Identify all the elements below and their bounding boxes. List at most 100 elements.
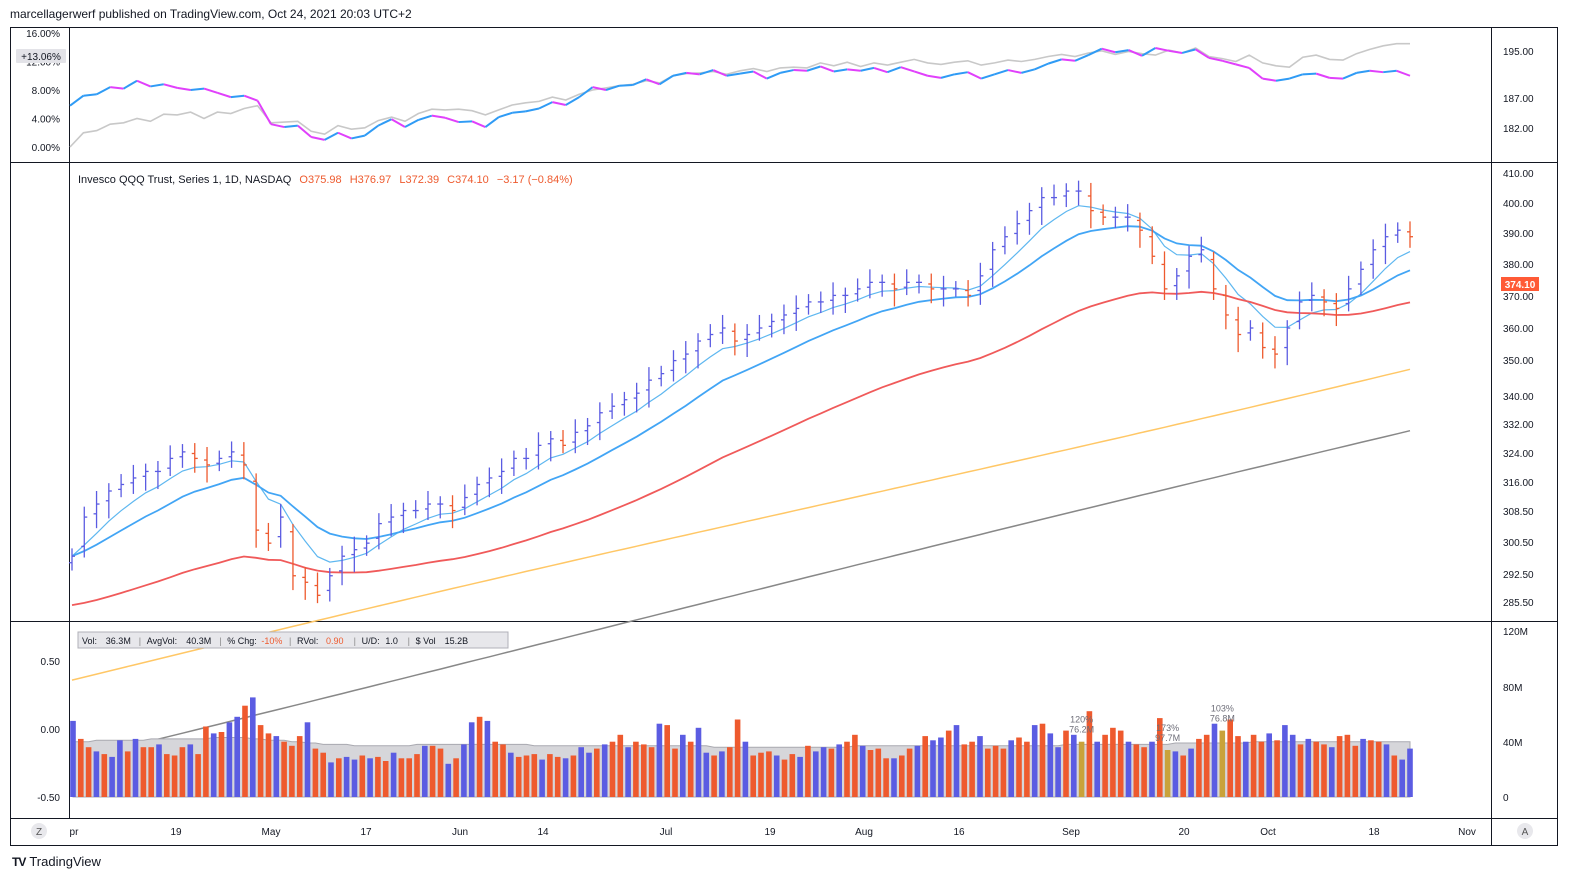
price-tick-label: 316.00 bbox=[1503, 478, 1534, 489]
volume-bar bbox=[1133, 744, 1140, 797]
scale-left-button[interactable]: Z bbox=[31, 823, 47, 839]
volume-left-tick: -0.50 bbox=[37, 793, 60, 804]
rs-line-segment bbox=[123, 79, 138, 90]
volume-bar bbox=[1258, 741, 1265, 797]
volume-pane[interactable]: Vol: 36.3M | AvgVol: 40.3M | % Chg: -10% | RVol: 0… bbox=[37, 627, 1528, 804]
rs-right-axis: 195.00 187.00 182.00 bbox=[1503, 47, 1534, 135]
legend-high: H376.97 bbox=[350, 174, 392, 186]
volume-bar bbox=[930, 740, 936, 797]
rs-line-segment bbox=[565, 96, 580, 106]
ohlc-bar bbox=[498, 458, 505, 494]
volume-bars bbox=[70, 697, 1413, 798]
rs-line-segment bbox=[471, 120, 486, 128]
rs-line-segment bbox=[217, 91, 232, 99]
volume-bar bbox=[625, 747, 631, 797]
volume-right-tick: 40M bbox=[1503, 738, 1522, 749]
rs-line-segment bbox=[270, 123, 285, 129]
volume-bar bbox=[429, 745, 436, 797]
volume-bar bbox=[382, 761, 389, 797]
volume-bar bbox=[1071, 734, 1077, 798]
volume-legend-label: Vol: bbox=[82, 636, 97, 646]
rs-line-segment bbox=[1302, 72, 1317, 76]
ohlc-bar bbox=[326, 567, 333, 602]
ohlc-bar bbox=[768, 313, 775, 338]
ohlc-bar bbox=[1087, 182, 1094, 229]
ohlc-bar bbox=[118, 474, 125, 498]
rs-line-segment bbox=[391, 118, 406, 128]
ohlc-bar bbox=[842, 287, 849, 314]
rs-line-segment bbox=[1087, 47, 1103, 56]
volume-bar bbox=[492, 741, 498, 797]
volume-bar bbox=[547, 754, 553, 797]
volume-bar bbox=[687, 741, 694, 797]
highlight-pct-label: 120% bbox=[1070, 715, 1093, 725]
volume-bar bbox=[1188, 748, 1194, 797]
ohlc-bar bbox=[388, 504, 395, 537]
volume-bar bbox=[773, 755, 780, 797]
ohlc-bar bbox=[1394, 222, 1401, 243]
legend-open: O375.98 bbox=[299, 174, 341, 186]
rs-line-segment bbox=[203, 87, 218, 94]
rs-line-segment bbox=[672, 71, 687, 77]
ohlc-bar bbox=[1357, 261, 1364, 296]
price-tick-label: 400.00 bbox=[1503, 199, 1534, 210]
rs-badge-text: +13.06% bbox=[21, 52, 61, 63]
rs-line-segment bbox=[927, 74, 942, 79]
volume-bar bbox=[85, 747, 92, 797]
ohlc-bar bbox=[105, 483, 112, 519]
volume-bar bbox=[633, 741, 639, 797]
volume-bar bbox=[1086, 711, 1093, 797]
volume-bar bbox=[390, 752, 397, 797]
price-tick-label: 410.00 bbox=[1503, 169, 1534, 180]
sma150-line bbox=[71, 368, 1411, 681]
volume-bar bbox=[711, 755, 717, 797]
rs-line-segment bbox=[980, 73, 995, 80]
volume-bar bbox=[836, 744, 842, 797]
rs-line-segment bbox=[337, 131, 352, 140]
time-axis: pr 19 May 17 Jun 14 Jul 19 Aug 16 Sep 20 Oct 18 Nov bbox=[70, 827, 1476, 838]
volume-right-tick: 80M bbox=[1503, 683, 1522, 694]
volume-left-tick: 0.00 bbox=[41, 725, 61, 736]
rs-line-segment bbox=[418, 114, 433, 121]
ohlc-bar bbox=[1370, 239, 1377, 279]
time-axis-label: 19 bbox=[764, 827, 776, 838]
ohlc-bar bbox=[302, 566, 309, 600]
volume-bar bbox=[234, 716, 240, 797]
rs-line-segment bbox=[525, 107, 540, 113]
legend-low: L372.39 bbox=[399, 174, 439, 186]
ohlc-bar bbox=[191, 443, 198, 473]
volume-bar bbox=[680, 734, 686, 798]
scale-right-button[interactable]: A bbox=[1517, 823, 1533, 839]
price-pane[interactable]: Invesco QQQ Trust, Series 1, 1D, NASDAQ … bbox=[69, 169, 1539, 762]
rs-line-segment bbox=[1208, 56, 1223, 62]
rs-line-segment bbox=[592, 86, 607, 91]
rs-tick-label: 0.00% bbox=[32, 143, 60, 154]
volume-legend-label: RVol: bbox=[297, 636, 318, 646]
ohlc-bar bbox=[154, 461, 161, 490]
brand-name: TradingView bbox=[29, 854, 101, 869]
rs-line-segment bbox=[605, 84, 620, 91]
volume-bar bbox=[938, 737, 944, 797]
price-tick-label: 332.00 bbox=[1503, 420, 1534, 431]
volume-bar bbox=[1305, 738, 1312, 797]
volume-bar bbox=[899, 755, 905, 797]
volume-bar bbox=[820, 747, 827, 797]
time-axis-label: Aug bbox=[855, 827, 873, 838]
volume-bar bbox=[1047, 733, 1054, 797]
ohlc-bar bbox=[1112, 206, 1119, 229]
rs-tick-label: 4.00% bbox=[32, 115, 60, 126]
highlight-vol-label: 76.2M bbox=[1069, 725, 1094, 735]
ohlc-bar bbox=[461, 484, 468, 516]
rs-line-segment bbox=[96, 86, 111, 96]
volume-bar bbox=[328, 762, 334, 797]
volume-bar bbox=[1063, 730, 1069, 797]
rs-line-segment bbox=[779, 69, 794, 74]
scale-left-text: Z bbox=[36, 827, 42, 838]
volume-bar bbox=[750, 755, 756, 797]
volume-bar bbox=[578, 747, 584, 797]
rs-line-segment bbox=[444, 116, 459, 124]
rs-line-segment bbox=[552, 101, 567, 106]
volume-bar bbox=[1141, 747, 1147, 797]
relative-strength-pane[interactable]: 16.00%12.00%8.00%4.00%0.00% +13.06% 195.… bbox=[16, 29, 1534, 154]
